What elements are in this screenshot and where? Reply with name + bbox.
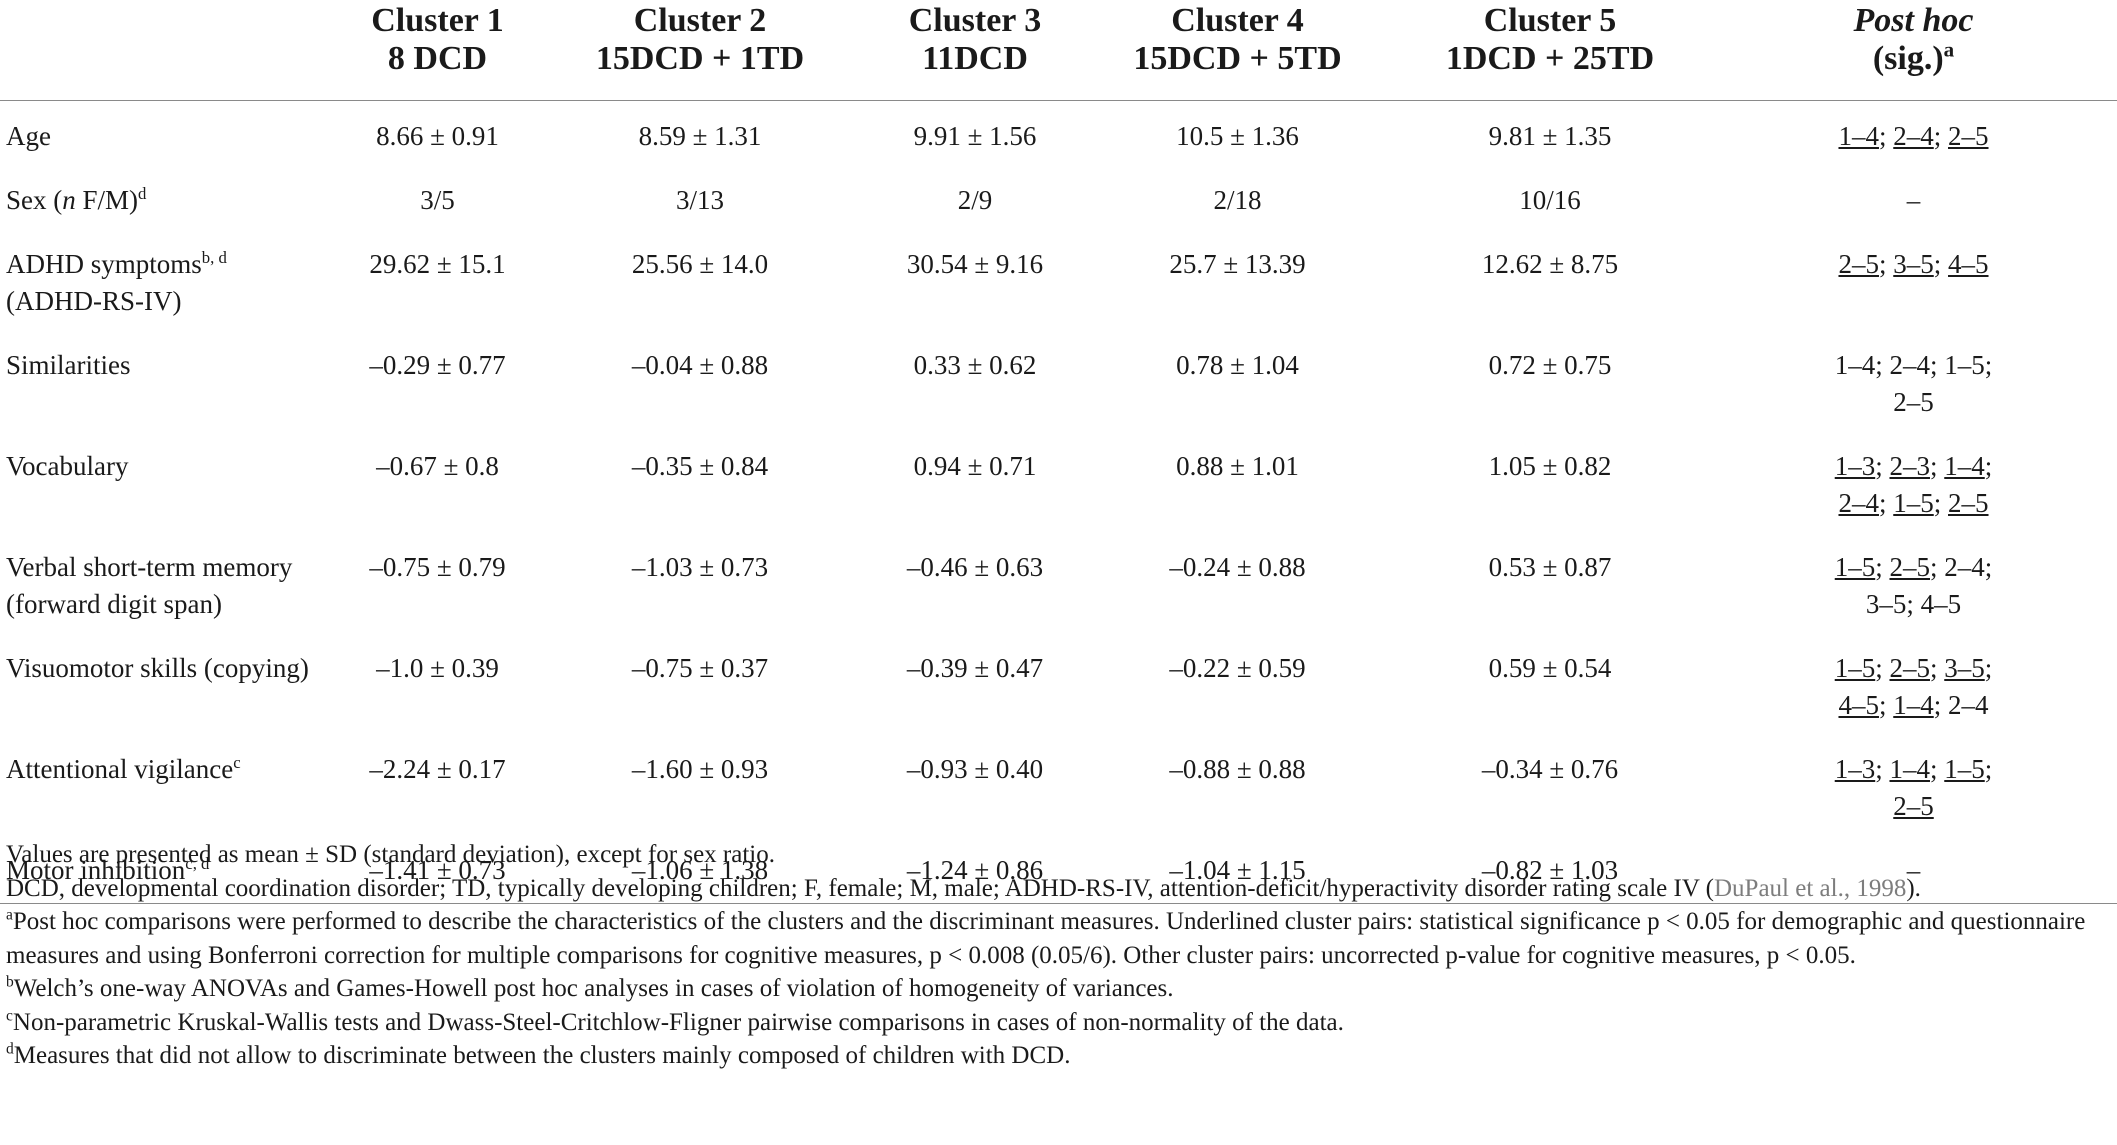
row-label: Motor inhibitionc, d	[6, 854, 210, 885]
table-row: Vocabulary –0.67 ± 0.8 –0.35 ± 0.84 0.94…	[0, 431, 2117, 532]
cell-cluster-2: –0.75 ± 0.37	[631, 653, 769, 683]
table-row: ADHD symptomsb, d (ADHD-RS-IV) 29.62 ± 15…	[0, 229, 2117, 330]
table-row: Visuomotor skills (copying) –1.0 ± 0.39 …	[0, 633, 2117, 734]
footnote-values: Values are presented as mean ± SD (stand…	[6, 841, 775, 868]
cell-post-hoc: 1–3; 2–3; 1–4; 2–4; 1–5; 2–5	[1834, 451, 1993, 518]
header-cluster-2: Cluster 2 15DCD + 1TD	[595, 2, 805, 77]
footnote-d: dMeasures that did not allow to discrimi…	[6, 1040, 1071, 1069]
cell-cluster-1: –0.67 ± 0.8	[376, 451, 499, 481]
row-label: Sex (n F/M)d	[6, 184, 147, 215]
cell-cluster-2: –0.35 ± 0.84	[631, 451, 769, 481]
reference-link[interactable]: DuPaul et al., 1998	[1714, 874, 1907, 902]
header-cluster-5: Cluster 5 1DCD + 25TD	[1445, 2, 1655, 77]
cell-cluster-3: –0.39 ± 0.47	[906, 653, 1044, 683]
cell-cluster-3: 2/9	[957, 185, 993, 215]
table-row: Attentional vigilancec –2.24 ± 0.17 –1.6…	[0, 734, 2117, 835]
cell-cluster-1: –1.0 ± 0.39	[376, 653, 499, 683]
cell-cluster-1: –2.24 ± 0.17	[369, 754, 506, 784]
cell-cluster-3: –0.46 ± 0.63	[906, 552, 1044, 582]
cell-post-hoc: 1–5; 2–5; 3–5; 4–5; 1–4; 2–4	[1834, 653, 1993, 720]
cell-cluster-4: 10.5 ± 1.36	[1176, 121, 1299, 151]
cell-cluster-4: –0.88 ± 0.88	[1169, 754, 1306, 784]
cell-post-hoc: –	[1906, 185, 1921, 215]
header-post-hoc: Post hoc (sig.)a	[1853, 2, 1974, 77]
cell-cluster-1: –0.75 ± 0.79	[369, 552, 506, 582]
cell-cluster-5: –0.82 ± 1.03	[1481, 855, 1619, 885]
cell-cluster-2: 3/13	[675, 185, 724, 215]
footnote-a: aPost hoc comparisons were performed to …	[6, 906, 2086, 969]
cell-cluster-3: –0.93 ± 0.40	[906, 754, 1044, 784]
cell-post-hoc: 1–4; 2–4; 1–5; 2–5	[1834, 350, 1993, 417]
cell-cluster-2: –0.04 ± 0.88	[631, 350, 769, 380]
row-label: Visuomotor skills (copying)	[6, 653, 309, 683]
cell-cluster-5: 10/16	[1519, 185, 1581, 215]
table-row: Similarities –0.29 ± 0.77 –0.04 ± 0.88 0…	[0, 330, 2117, 431]
cell-cluster-2: –1.03 ± 0.73	[631, 552, 769, 582]
row-label: Age	[6, 121, 51, 151]
footnote-abbreviations: DCD, developmental coordination disorder…	[6, 874, 1921, 902]
cell-cluster-4: 2/18	[1213, 185, 1262, 215]
cell-cluster-1: 29.62 ± 15.1	[369, 249, 506, 279]
footnote-c: cNon-parametric Kruskal-Wallis tests and…	[6, 1007, 1344, 1036]
cell-cluster-1: 8.66 ± 0.91	[376, 121, 499, 151]
table-row: Verbal short-term memory (forward digit s…	[0, 532, 2117, 633]
cell-cluster-2: 25.56 ± 14.0	[631, 249, 769, 279]
cell-cluster-5: 12.62 ± 8.75	[1481, 249, 1619, 279]
cell-cluster-5: 1.05 ± 0.82	[1488, 451, 1612, 481]
row-label: Attentional vigilancec	[6, 753, 241, 784]
cell-post-hoc: 2–5; 3–5; 4–5	[1838, 249, 1989, 279]
cell-cluster-4: 0.88 ± 1.01	[1176, 451, 1299, 481]
row-label: ADHD symptomsb, d (ADHD-RS-IV)	[6, 248, 227, 316]
cell-cluster-2: –1.06 ± 1.38	[631, 855, 769, 885]
cell-cluster-5: 0.72 ± 0.75	[1488, 350, 1612, 380]
cell-cluster-3: 9.91 ± 1.56	[913, 121, 1037, 151]
cell-cluster-5: 0.53 ± 0.87	[1488, 552, 1612, 582]
row-label: Similarities	[6, 350, 131, 380]
cell-cluster-2: 8.59 ± 1.31	[638, 121, 762, 151]
cell-cluster-4: 0.78 ± 1.04	[1176, 350, 1299, 380]
cell-post-hoc: 1–5; 2–5; 2–4; 3–5; 4–5	[1834, 552, 1993, 619]
cell-cluster-3: 0.94 ± 0.71	[913, 451, 1037, 481]
cell-cluster-3: –1.24 ± 0.86	[906, 855, 1044, 885]
cell-cluster-3: 30.54 ± 9.16	[906, 249, 1044, 279]
cell-cluster-5: 0.59 ± 0.54	[1488, 653, 1612, 683]
cell-post-hoc: 1–4; 2–4; 2–5	[1838, 121, 1989, 151]
cell-cluster-4: –0.22 ± 0.59	[1169, 653, 1306, 683]
table-footnotes: Values are presented as mean ± SD (stand…	[6, 838, 2111, 1073]
row-label: Verbal short-term memory (forward digit s…	[6, 552, 293, 619]
cell-cluster-4: –0.24 ± 0.88	[1169, 552, 1306, 582]
cell-cluster-5: 9.81 ± 1.35	[1488, 121, 1612, 151]
footnote-b: bWelch’s one-way ANOVAs and Games-Howell…	[6, 973, 1174, 1002]
table-row: Motor inhibitionc, d –1.41 ± 0.73 –1.06 …	[0, 835, 2117, 904]
cell-cluster-3: 0.33 ± 0.62	[913, 350, 1037, 380]
cell-cluster-1: 3/5	[420, 185, 455, 215]
cell-post-hoc: 1–3; 1–4; 1–5; 2–5	[1834, 754, 1993, 821]
cell-cluster-1: –1.41 ± 0.73	[369, 855, 506, 885]
table-row: Age 8.66 ± 0.91 8.59 ± 1.31 9.91 ± 1.56 …	[0, 101, 2117, 166]
header-blank	[0, 0, 340, 101]
cell-cluster-1: –0.29 ± 0.77	[369, 350, 506, 380]
header-cluster-4: Cluster 4 15DCD + 5TD	[1133, 2, 1342, 77]
cell-cluster-2: –1.60 ± 0.93	[631, 754, 769, 784]
cell-cluster-5: –0.34 ± 0.76	[1481, 754, 1619, 784]
cell-post-hoc: –	[1906, 855, 1921, 885]
row-label: Vocabulary	[6, 451, 129, 481]
cell-cluster-4: –1.04 ± 1.15	[1169, 855, 1306, 885]
header-cluster-3: Cluster 3 11DCD	[908, 2, 1042, 77]
cell-cluster-4: 25.7 ± 13.39	[1169, 249, 1306, 279]
table-row: Sex (n F/M)d 3/5 3/13 2/9 2/18 10/16 –	[0, 165, 2117, 229]
